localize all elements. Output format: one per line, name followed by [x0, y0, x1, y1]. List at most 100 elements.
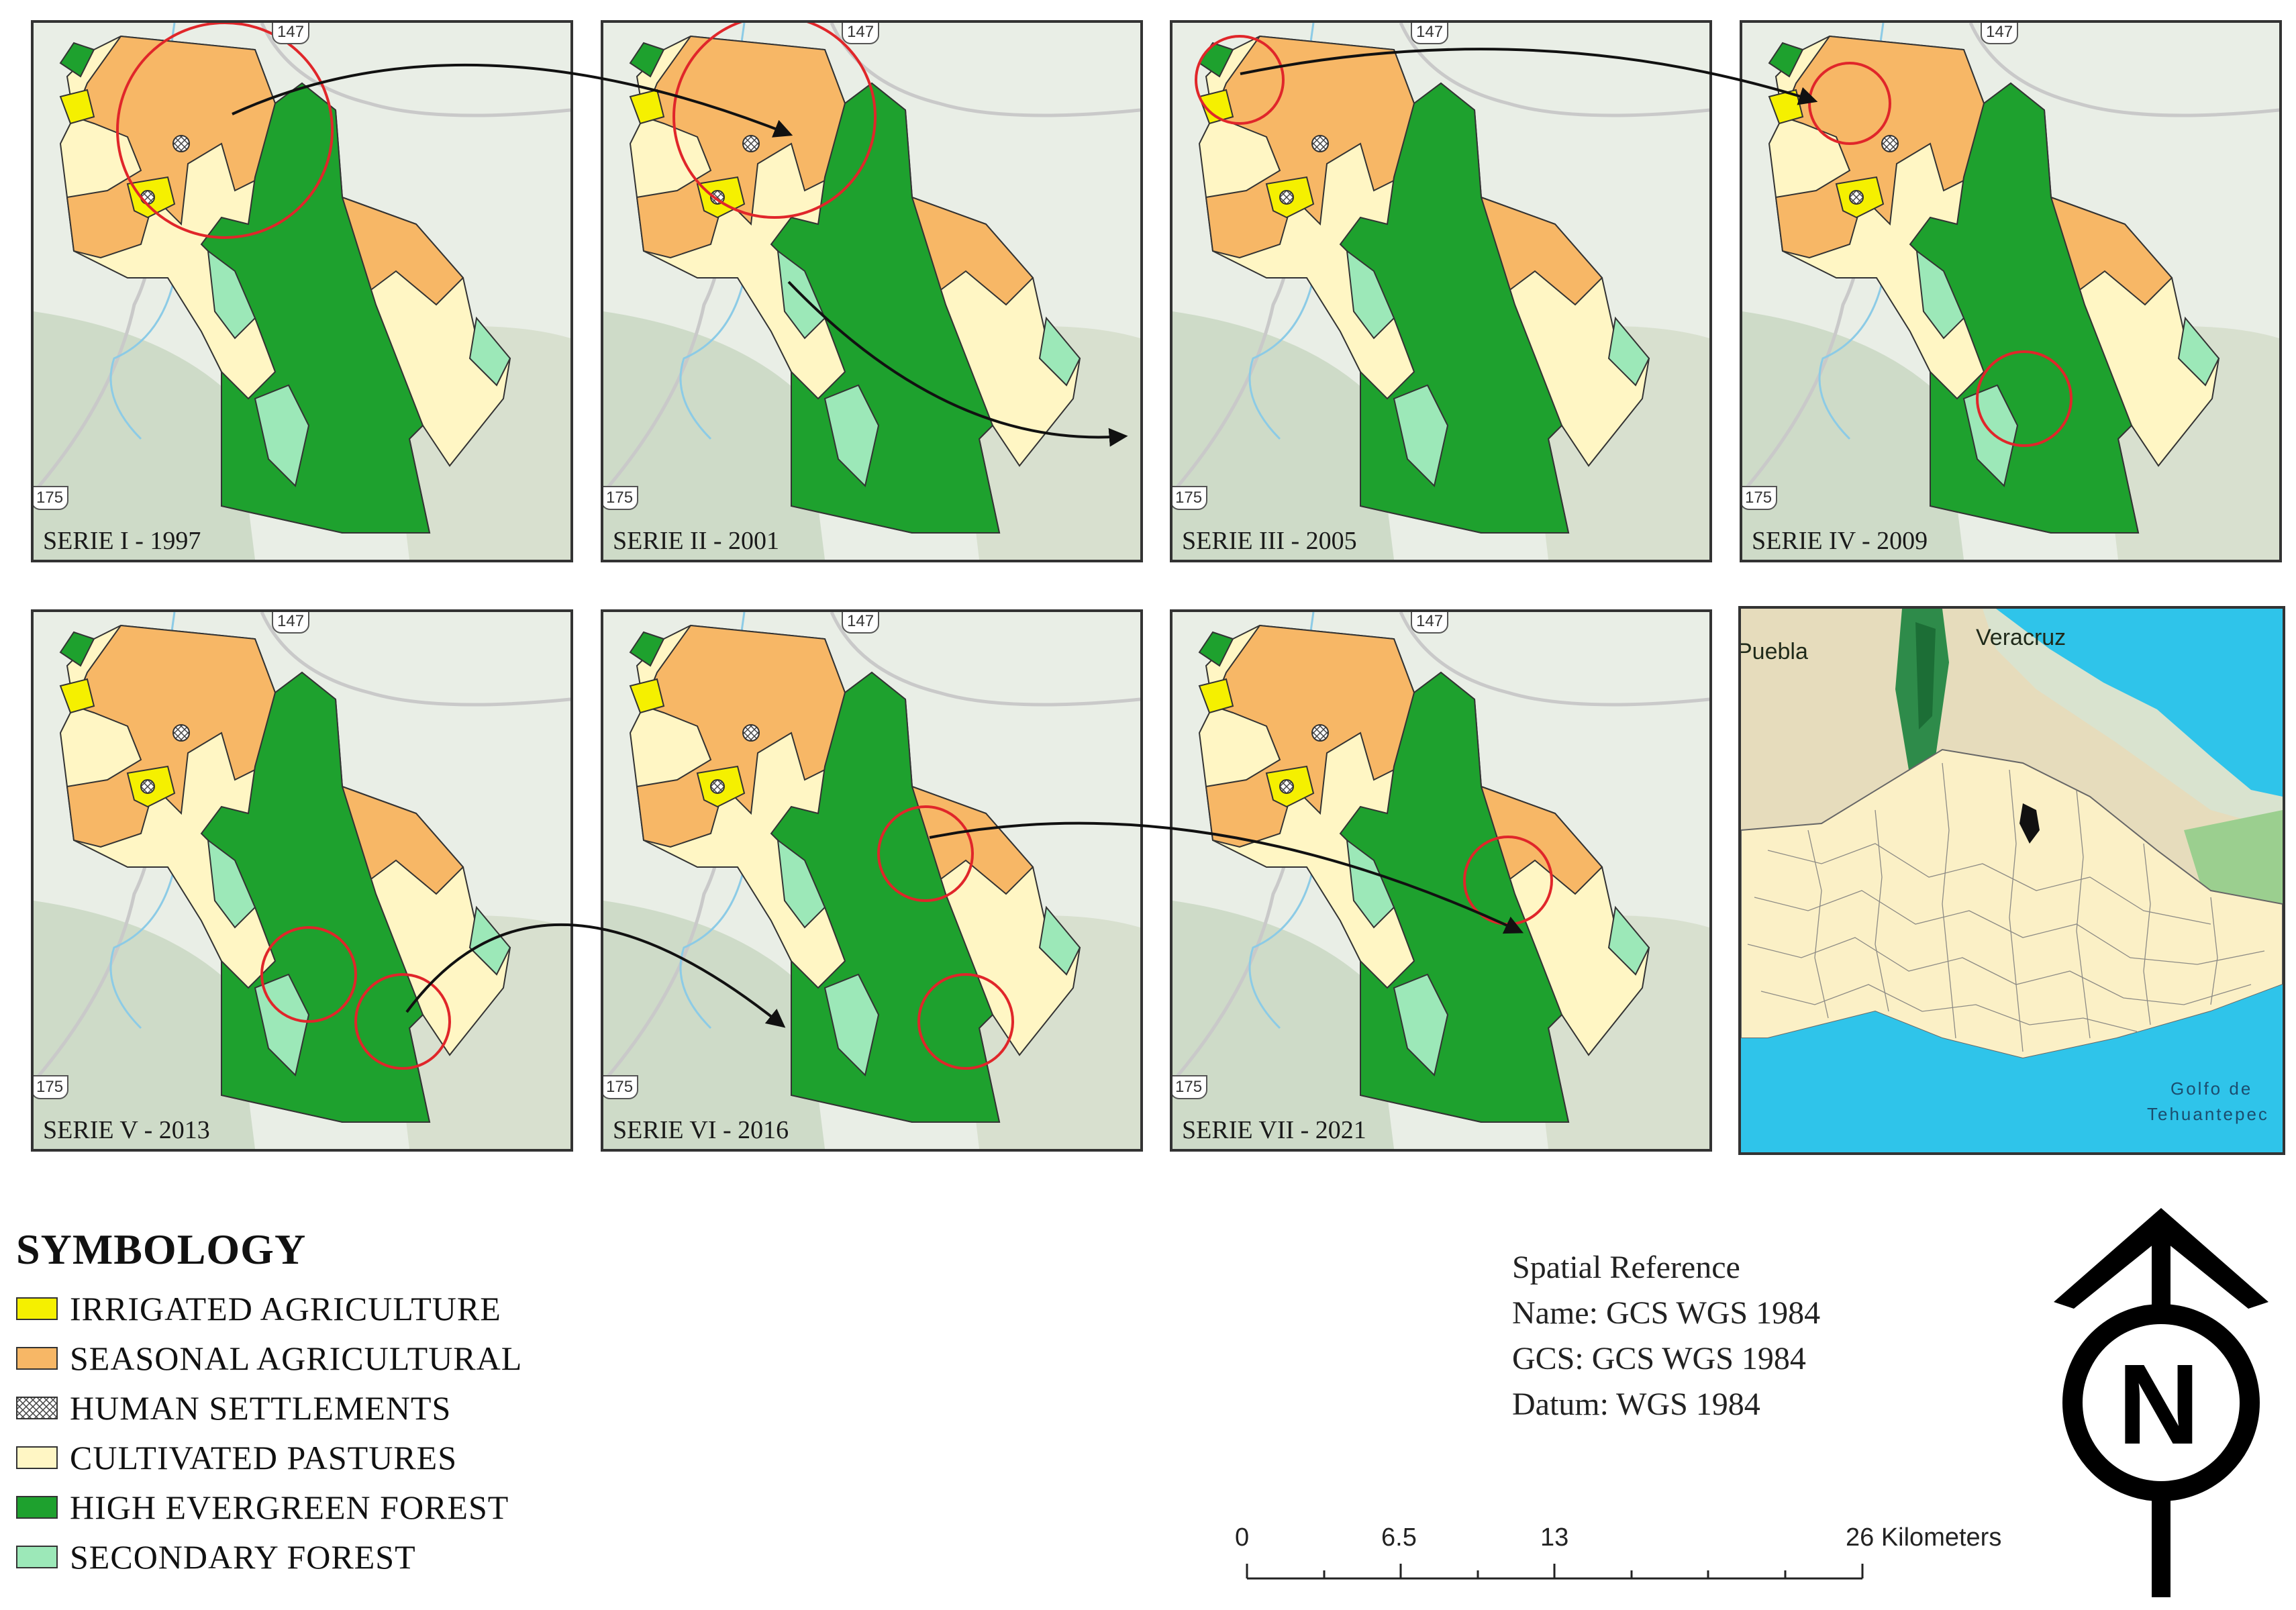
road-shield-147: 147 [1411, 612, 1449, 634]
label-golfo: Golfo de [2170, 1078, 2253, 1099]
road-shield-147: 147 [842, 23, 880, 44]
land-use-map [603, 23, 1140, 560]
panel-title: SERIE II - 2001 [613, 527, 780, 555]
legend-label: SECONDARY FOREST [70, 1538, 416, 1576]
road-shield-147: 147 [1411, 23, 1449, 44]
region-secondary-forest [254, 384, 310, 487]
road-shield-175: 175 [1172, 1075, 1208, 1099]
road [1968, 23, 2279, 117]
region-high-forest [200, 82, 431, 534]
human-settlement [710, 779, 725, 794]
road [1399, 612, 1709, 707]
road-shield-147: 147 [1981, 23, 2019, 44]
human-settlement [742, 724, 760, 742]
region-high-forest [629, 631, 665, 667]
legend-title: SYMBOLOGY [16, 1225, 307, 1273]
region-secondary-forest [777, 838, 826, 929]
legend-swatch [16, 1446, 58, 1469]
legend-item: CULTIVATED PASTURES [16, 1433, 522, 1482]
human-settlement [172, 135, 190, 152]
land-use-map [34, 612, 570, 1149]
north-letter: N [2117, 1341, 2200, 1468]
road-shield-175: 175 [603, 486, 639, 510]
region-secondary-forest [1393, 973, 1449, 1076]
map-panel-2013: 147 175 SERIE V - 2013 [31, 609, 573, 1152]
legend-swatch-hatch [16, 1397, 58, 1419]
region-high-forest [200, 671, 431, 1123]
human-settlement [1279, 779, 1294, 794]
road-shield-175: 175 [1742, 486, 1778, 510]
scale-label-6-5: 6.5 [1381, 1523, 1417, 1552]
legend-item: SEASONAL AGRICULTURAL [16, 1334, 522, 1383]
road [260, 612, 570, 707]
panel-title: SERIE I - 1997 [43, 527, 201, 555]
road-shield-175: 175 [34, 1075, 69, 1099]
terrain-shade [1172, 311, 1394, 560]
human-settlement [1311, 724, 1329, 742]
terrain-shade [34, 901, 255, 1149]
region-secondary-forest [1346, 249, 1395, 340]
land-use-map [1742, 23, 2279, 560]
panel-title: SERIE V - 2013 [43, 1116, 210, 1144]
region-irrigated [59, 89, 95, 125]
map-panel-2021: 147 175 SERIE VII - 2021 [1170, 609, 1712, 1152]
panel-title: SERIE IV - 2009 [1752, 527, 1928, 555]
scale-bar-graphic [1246, 1564, 1864, 1580]
label-puebla: Puebla [1738, 639, 1808, 664]
legend-swatch [16, 1496, 58, 1519]
road-shield-175: 175 [1172, 486, 1208, 510]
map-panel-2009: 147 175 SERIE IV - 2009 [1740, 20, 2282, 562]
region-irrigated [1198, 678, 1234, 714]
land-use-map [1172, 23, 1709, 560]
human-settlement [1311, 135, 1329, 152]
panel-title: SERIE VI - 2016 [613, 1116, 789, 1144]
road-shield-175: 175 [603, 1075, 639, 1099]
human-settlement [1881, 135, 1899, 152]
human-settlement [140, 190, 155, 205]
region-secondary-forest [823, 973, 880, 1076]
locator-map-graphic [1741, 609, 2283, 1152]
legend-label: CULTIVATED PASTURES [70, 1439, 458, 1476]
region-secondary-forest [1915, 249, 1965, 340]
road-shield-147: 147 [272, 23, 310, 44]
human-settlement [172, 724, 190, 742]
region-irrigated [59, 678, 95, 714]
human-settlement [742, 135, 760, 152]
region-irrigated [629, 678, 665, 714]
terrain-shade [34, 311, 255, 560]
legend-item: HUMAN SETTLEMENTS [16, 1383, 522, 1433]
region-high-forest [770, 671, 1001, 1123]
region-high-forest [59, 42, 95, 78]
legend-label: SEASONAL AGRICULTURAL [70, 1340, 523, 1377]
north-arrow: N [2034, 1201, 2289, 1604]
region-high-forest [1339, 82, 1570, 534]
scale-label-0: 0 [1235, 1523, 1250, 1552]
region-irrigated [1198, 89, 1234, 125]
map-panel-2016: 147 175 SERIE VI - 2016 [601, 609, 1143, 1152]
land-use-map [1172, 612, 1709, 1149]
map-panel-1997: 147 175 SERIE I - 1997 [31, 20, 573, 562]
region-high-forest [59, 631, 95, 667]
region-secondary-forest [207, 838, 256, 929]
legend-label: HIGH EVERGREEN FOREST [70, 1489, 509, 1526]
human-settlement [140, 779, 155, 794]
region-secondary-forest [207, 249, 256, 340]
land-use-map [603, 612, 1140, 1149]
road [830, 612, 1140, 707]
north-arrow-icon [2054, 1208, 2268, 1597]
region-high-forest [1909, 82, 2140, 534]
highlight-circle [1976, 350, 2073, 447]
legend-item: IRRIGATED AGRICULTURE [16, 1284, 522, 1334]
region-secondary-forest [1607, 316, 1650, 387]
map-panel-2005: 147 175 SERIE III - 2005 [1170, 20, 1712, 562]
legend-label: HUMAN SETTLEMENTS [70, 1389, 452, 1427]
region-secondary-forest [2177, 316, 2220, 387]
legend-swatch [16, 1297, 58, 1320]
region-secondary-forest [1393, 384, 1449, 487]
panel-title: SERIE VII - 2021 [1182, 1116, 1366, 1144]
terrain-shade [1742, 311, 1964, 560]
human-settlement [1849, 190, 1864, 205]
spatial-reference-gcs: GCS: GCS WGS 1984 [1512, 1341, 1806, 1376]
land-use-map [34, 23, 570, 560]
terrain-shade [1172, 901, 1394, 1149]
